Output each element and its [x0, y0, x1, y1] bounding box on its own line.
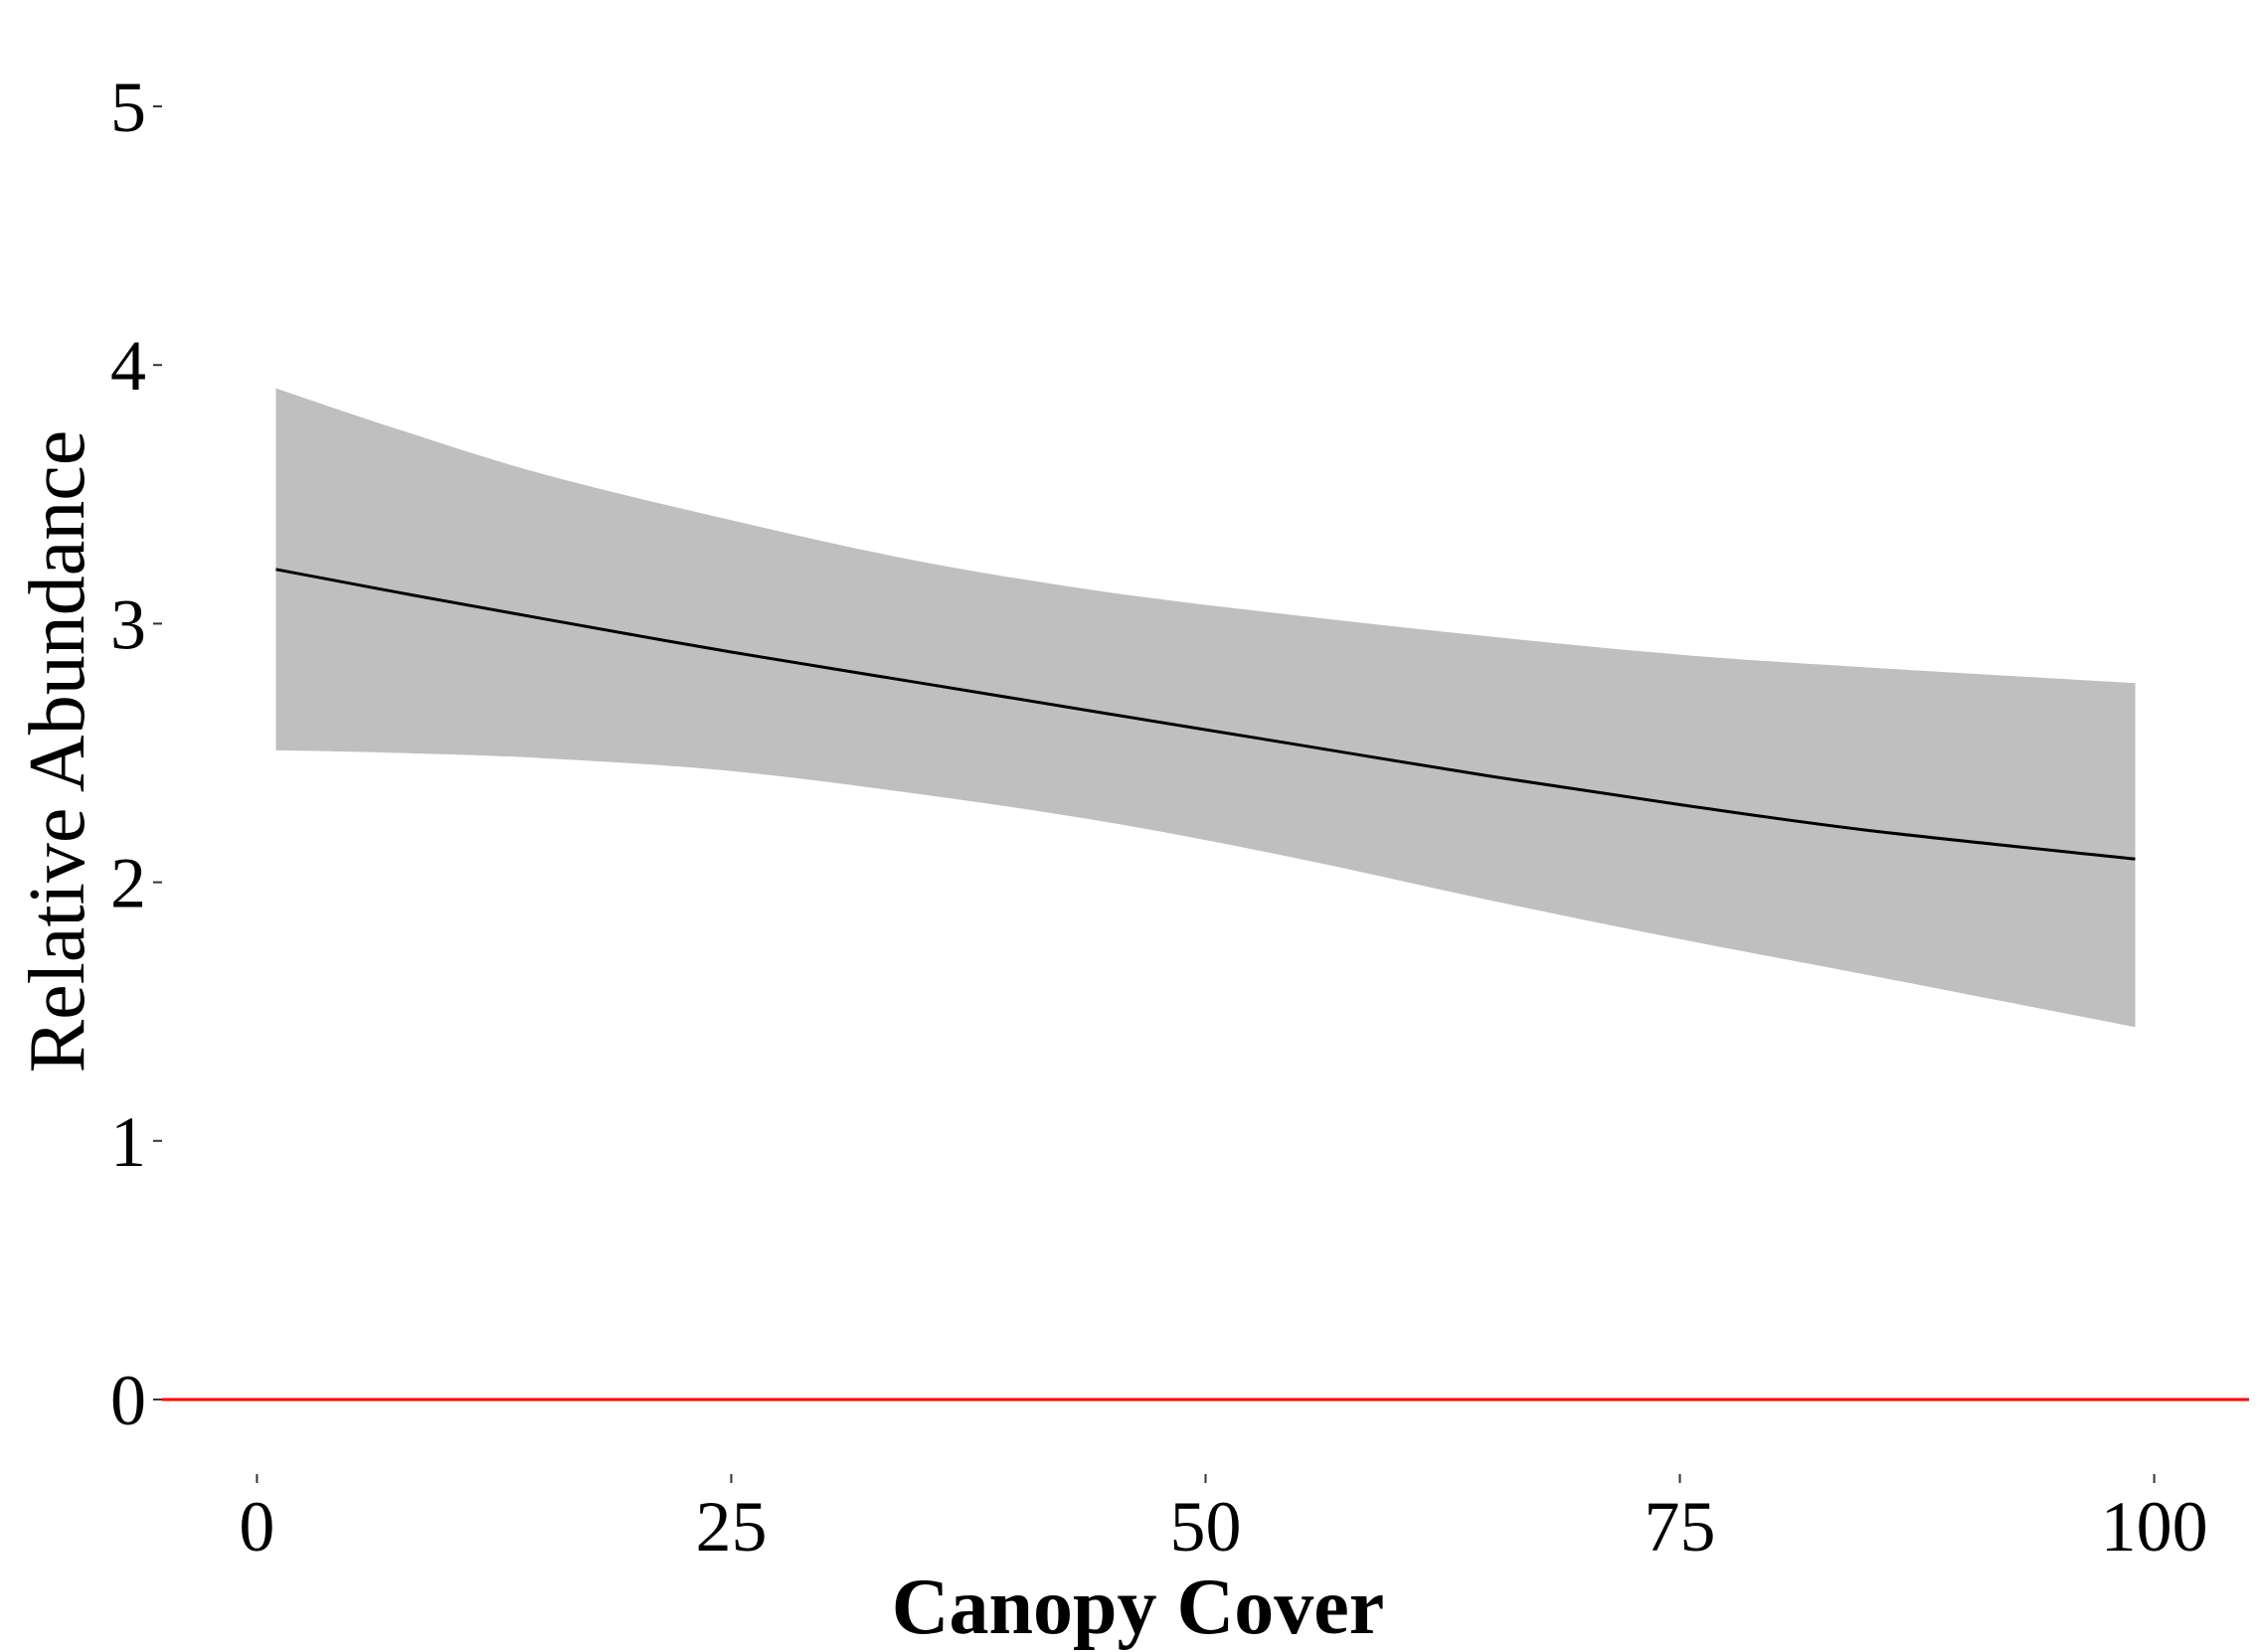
confidence-band-layer: [275, 388, 2136, 1028]
x-tick-label: 75: [1645, 1487, 1716, 1567]
x-tick-label: 100: [2101, 1487, 2208, 1567]
y-tick-label: 0: [110, 1361, 146, 1440]
y-tick-label: 5: [110, 68, 146, 147]
fit-line-layer: [275, 568, 2136, 861]
y-tick-label: 2: [110, 844, 146, 923]
y-axis-title: Relative Abundance: [14, 430, 101, 1073]
x-axis-title: Canopy Cover: [892, 1564, 1385, 1651]
y-tick-label: 3: [110, 584, 146, 664]
x-axis: 0 25 50 75 100: [239, 1474, 2208, 1567]
fit-line: [275, 568, 2136, 861]
x-tick-label: 25: [695, 1487, 767, 1567]
x-tick-label: 0: [239, 1487, 274, 1567]
y-tick-label: 4: [110, 326, 146, 406]
y-tick-label: 1: [110, 1102, 146, 1182]
confidence-band: [275, 388, 2136, 1028]
x-tick-label: 50: [1170, 1487, 1242, 1567]
y-axis: 0 1 2 3 4 5: [110, 68, 162, 1440]
